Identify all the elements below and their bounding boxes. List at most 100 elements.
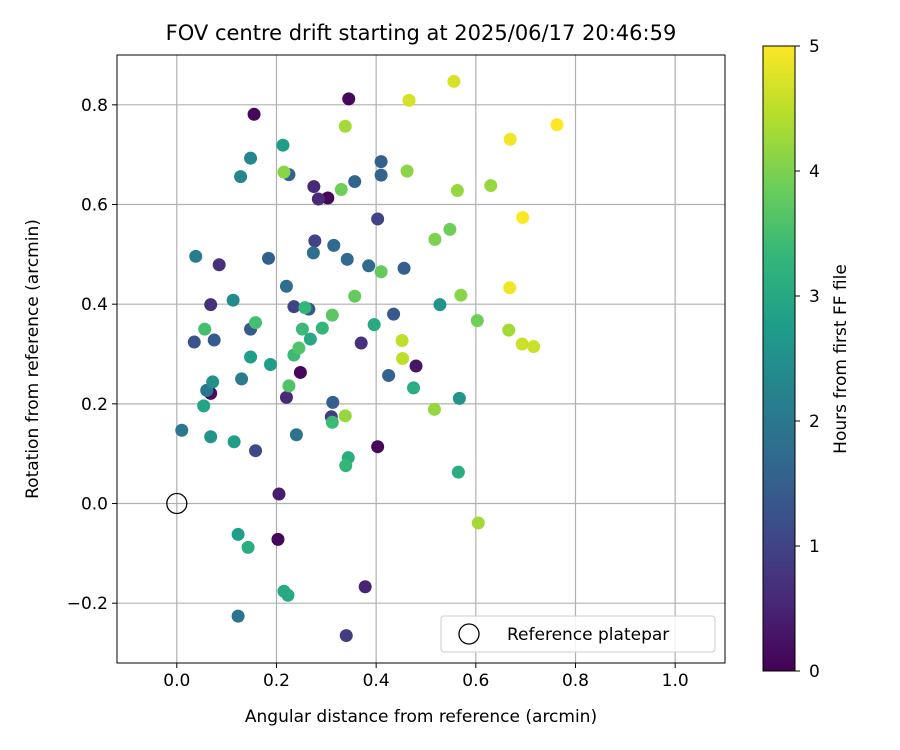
scatter-point: [241, 540, 255, 554]
scatter-point: [427, 402, 441, 416]
colorbar-tick-label: 1: [809, 537, 820, 557]
y-tick-label: −0.2: [67, 594, 108, 614]
scatter-point: [244, 350, 258, 364]
scatter-point: [187, 335, 201, 349]
scatter-point: [281, 588, 295, 602]
y-tick-label: 0.4: [81, 295, 108, 315]
scatter-point: [348, 289, 362, 303]
scatter-point: [244, 151, 258, 165]
scatter-point: [271, 532, 285, 546]
scatter-point: [189, 249, 203, 263]
scatter-point: [293, 365, 307, 379]
scatter-point: [272, 487, 286, 501]
scatter-point: [503, 281, 517, 295]
scatter-point: [231, 609, 245, 623]
scatter-point: [339, 459, 353, 473]
scatter-point: [387, 307, 401, 321]
x-tick-label: 0.2: [263, 671, 290, 691]
scatter-point: [452, 391, 466, 405]
scatter-point: [471, 516, 485, 530]
x-tick-label: 0.0: [163, 671, 190, 691]
scatter-point: [212, 258, 226, 272]
scatter-point: [443, 222, 457, 236]
y-tick-label: 0.8: [81, 96, 108, 116]
scatter-point: [428, 232, 442, 246]
scatter-point: [282, 379, 296, 393]
scatter-point: [325, 415, 339, 429]
scatter-point: [367, 318, 381, 332]
x-tick-label: 0.6: [462, 671, 489, 691]
legend-reference-marker: [458, 623, 480, 645]
scatter-point: [306, 246, 320, 260]
scatter-point: [315, 321, 329, 335]
legend-box: [440, 615, 716, 653]
scatter-point: [334, 183, 348, 197]
scatter-point: [206, 375, 220, 389]
scatter-point: [374, 168, 388, 182]
colorbar-tick-label: 2: [809, 412, 820, 432]
scatter-point: [400, 164, 414, 178]
scatter-point: [263, 357, 277, 371]
scatter-point: [325, 308, 339, 322]
scatter-point: [204, 298, 218, 312]
reference-marker: [166, 492, 188, 515]
scatter-point: [234, 170, 248, 184]
scatter-point: [175, 423, 189, 437]
colorbar-label: Hours from first FF file: [831, 264, 851, 454]
scatter-point: [516, 210, 530, 224]
colorbar-tick-label: 5: [809, 37, 820, 57]
scatter-point: [247, 107, 261, 121]
scatter-point: [339, 629, 353, 643]
scatter-point: [338, 409, 352, 423]
reference-layer: [166, 492, 188, 515]
x-tick-label: 0.8: [562, 671, 589, 691]
scatter-point: [287, 300, 301, 314]
scatter-point: [407, 381, 421, 395]
scatter-point: [249, 444, 263, 458]
scatter-point: [527, 340, 541, 354]
scatter-point: [289, 428, 303, 442]
scatter-point: [396, 352, 410, 366]
colorbar-tick-label: 0: [809, 662, 820, 682]
scatter-point: [451, 465, 465, 479]
scatter-point: [340, 252, 354, 266]
scatter-point: [371, 440, 385, 454]
y-tick-label: 0.2: [81, 395, 108, 415]
scatter-point: [295, 322, 309, 336]
scatter-point: [450, 184, 464, 198]
scatter-point: [262, 251, 276, 265]
scatter-point: [484, 179, 498, 193]
scatter-point: [279, 390, 293, 404]
scatter-point: [395, 334, 409, 348]
scatter-point: [447, 74, 461, 88]
scatter-point: [348, 175, 362, 189]
scatter-point: [321, 191, 335, 205]
plot-frame: [116, 54, 726, 664]
x-axis-ticks: 0.0 0.2 0.4 0.6 0.8 1.0: [163, 663, 689, 691]
scatter-point: [470, 314, 484, 328]
scatter-point: [276, 138, 290, 152]
scatter-point: [374, 265, 388, 279]
y-axis-ticks: −0.2 0.0 0.2 0.4 0.6 0.8: [67, 96, 117, 614]
scatter-point: [515, 337, 529, 351]
scatter-point: [231, 527, 245, 541]
scatter-point: [298, 301, 312, 315]
scatter-point: [374, 155, 388, 169]
chart-title: FOV centre drift starting at 2025/06/17 …: [166, 21, 677, 45]
scatter-point: [338, 119, 352, 133]
scatter-point: [433, 298, 447, 312]
scatter-point: [362, 259, 376, 273]
scatter-point: [382, 368, 396, 382]
scatter-point: [454, 288, 468, 302]
grid-lines: [117, 55, 725, 663]
x-tick-label: 0.4: [363, 671, 390, 691]
scatter-point: [279, 279, 293, 293]
scatter-point: [235, 372, 249, 386]
scatter-point: [198, 322, 212, 336]
scatter-point: [204, 430, 218, 444]
scatter-point: [277, 165, 291, 179]
scatter-point: [207, 333, 221, 347]
scatter-points: [175, 74, 564, 643]
scatter-point: [292, 341, 306, 355]
